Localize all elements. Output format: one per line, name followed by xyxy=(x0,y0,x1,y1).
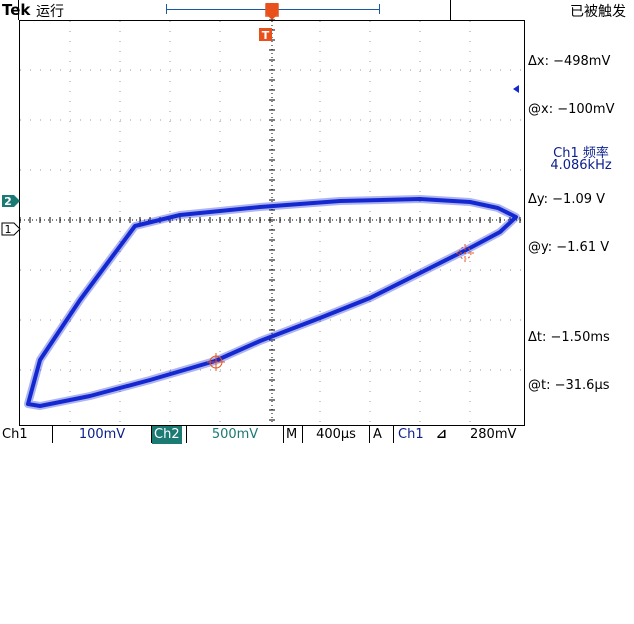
acquisition-run-state: 运行 xyxy=(36,4,64,20)
timebase-value[interactable]: 400µs xyxy=(302,426,370,443)
graticule-grid xyxy=(20,21,524,425)
trigger-level[interactable]: 280mV xyxy=(470,427,517,442)
ch2-ground-marker[interactable]: 2 xyxy=(2,195,20,208)
trigger-position-icon[interactable] xyxy=(266,3,278,20)
trigger-status: 已被触发 xyxy=(570,4,626,20)
cursor-b-marker[interactable] xyxy=(456,244,474,262)
ch2-tag[interactable]: Ch2 xyxy=(152,426,182,444)
svg-text:T: T xyxy=(262,29,270,42)
measurement-label: Ch1 频率 xyxy=(553,146,609,161)
cursor-level-arrow-icon xyxy=(513,85,519,93)
rising-edge-icon: ⊿ xyxy=(436,427,447,442)
measurement-value: 4.086kHz xyxy=(550,158,612,173)
xy-trace xyxy=(24,195,520,410)
cursor-readout-panel: Δx: −498mV @x: −100mV Δy: −1.09 V @y: −1… xyxy=(528,22,632,410)
svg-text:2: 2 xyxy=(4,195,12,208)
ch1-scale[interactable]: 100mV xyxy=(52,426,152,443)
bottom-status-bar: Ch1 100mV Ch2 500mV M 400µs A Ch1 ⊿ 280m… xyxy=(0,426,634,444)
delta-x-readout: Δx: −498mV xyxy=(528,54,611,69)
at-t-readout: @t: −31.6µs xyxy=(528,378,610,393)
oscilloscope-screen: T 2 1 xyxy=(1,0,525,426)
brand-logo: Tek xyxy=(2,1,31,19)
trigger-source[interactable]: Ch1 xyxy=(393,426,540,443)
at-x-readout: @x: −100mV xyxy=(528,102,615,117)
trigger-marker[interactable]: T xyxy=(259,28,272,42)
cursor-a-marker[interactable] xyxy=(207,353,225,371)
ch2-scale[interactable]: 500mV xyxy=(186,426,284,443)
timebase-label: M xyxy=(286,427,298,442)
at-y-readout: @y: −1.61 V xyxy=(528,240,610,255)
delta-t-readout: Δt: −1.50ms xyxy=(528,330,610,345)
delta-y-readout: Δy: −1.09 V xyxy=(528,192,606,207)
trigger-mode: A xyxy=(373,427,382,442)
ch1-ground-marker[interactable]: 1 xyxy=(1,222,21,236)
svg-text:1: 1 xyxy=(5,223,12,236)
center-axes xyxy=(19,19,524,425)
top-status-bar: Tek 运行 已被触发 xyxy=(0,0,634,20)
ch1-tag[interactable]: Ch1 xyxy=(2,427,28,442)
